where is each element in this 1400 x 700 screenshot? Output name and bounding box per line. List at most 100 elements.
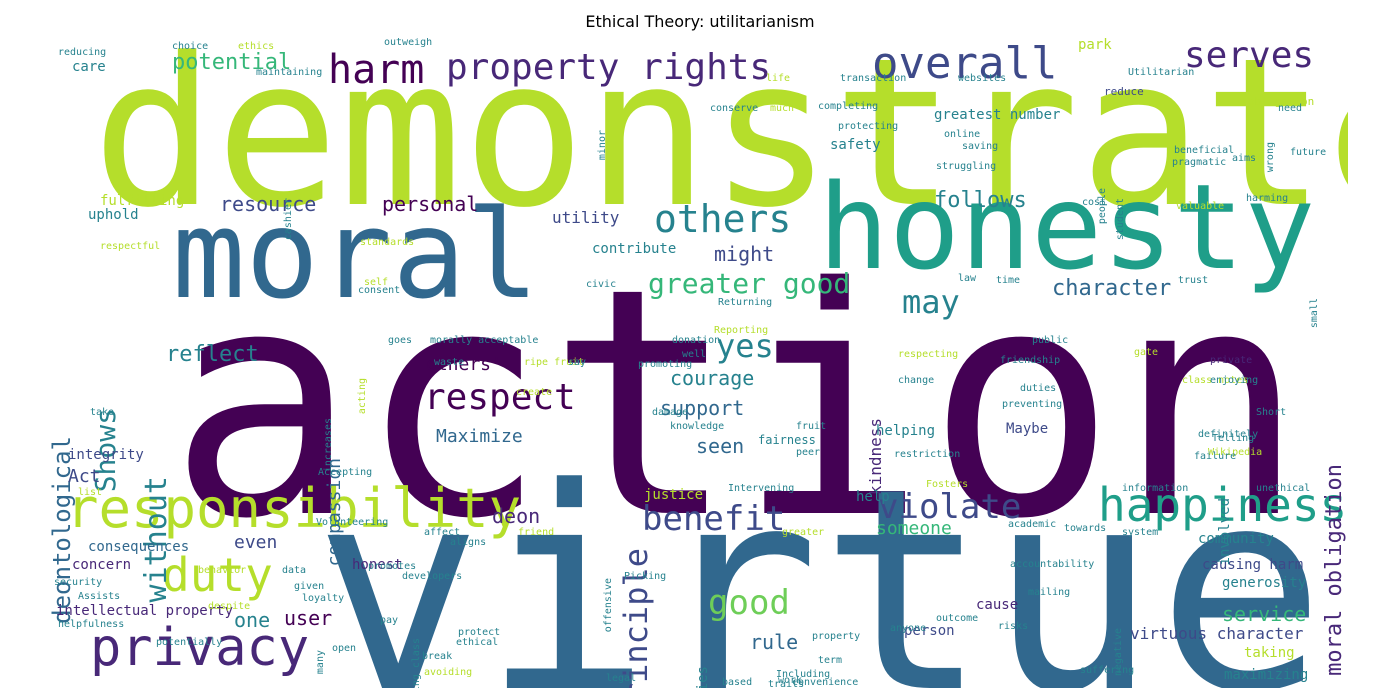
- word-courage: courage: [670, 366, 755, 390]
- word-failure: failure: [1194, 451, 1237, 462]
- word-accepting: Accepting: [318, 467, 373, 478]
- word-term: term: [818, 655, 843, 666]
- word-justice: justice: [644, 487, 704, 503]
- word-sharing-class: Sharing class: [411, 638, 422, 688]
- word-violate: violate: [878, 487, 1022, 527]
- word-acting: acting: [357, 378, 368, 415]
- word-promoting: promoting: [638, 359, 693, 370]
- word-many: many: [315, 650, 326, 675]
- word-peer: peer: [796, 447, 821, 458]
- word-self: self: [364, 277, 389, 288]
- word-civic: civic: [586, 279, 617, 290]
- word-towards: towards: [1064, 523, 1107, 534]
- word-goes: goes: [388, 335, 413, 346]
- word-completing: completing: [818, 101, 879, 112]
- word-aligns: aligns: [450, 537, 487, 548]
- word-class-notes: class notes: [1182, 375, 1249, 386]
- word-integrity: integrity: [68, 447, 144, 463]
- word-someone: someone: [876, 518, 952, 539]
- word-avoiding: avoiding: [424, 667, 473, 678]
- word-suffering: suffering: [1080, 665, 1135, 676]
- word-morally-acceptable: morally acceptable: [430, 335, 539, 346]
- word-information: information: [1122, 483, 1189, 494]
- word-maximizing: maximizing: [1224, 667, 1309, 683]
- word-reduce: reduce: [1104, 85, 1144, 98]
- word-reducing: reducing: [58, 47, 107, 58]
- word-may: may: [902, 283, 960, 321]
- word-deontological: deontological: [48, 436, 76, 624]
- word-enjoying: enjoying: [1210, 375, 1259, 386]
- word-harming: harming: [1246, 193, 1289, 204]
- word-take: take: [90, 407, 115, 418]
- word-consequences: consequences: [88, 539, 190, 555]
- word-short: Short: [1256, 407, 1287, 418]
- word-cloud: action demonstrate virtue honesty moral respo…: [48, 38, 1348, 688]
- word-yes: yes: [716, 327, 774, 365]
- word-others: others: [654, 197, 792, 241]
- word-obligation: obligation: [1248, 95, 1315, 108]
- word-outweigh: outweigh: [384, 38, 433, 48]
- word-law: law: [958, 273, 977, 284]
- word-helpfulness: helpfulness: [58, 619, 125, 630]
- word-small: small: [1309, 298, 1320, 329]
- word-protecting: protecting: [838, 121, 899, 132]
- word-maybe: Maybe: [1006, 421, 1049, 437]
- word-potential: potential: [172, 50, 292, 75]
- word-affect: affect: [424, 527, 461, 538]
- word-fosters: Fosters: [926, 479, 969, 490]
- word-others: others': [426, 354, 502, 375]
- word-private: private: [1210, 355, 1253, 366]
- word-waste: waste: [434, 357, 465, 368]
- word-service: service: [1222, 602, 1307, 626]
- word-moral: moral: [172, 184, 540, 326]
- word-risks: risks: [998, 621, 1029, 632]
- word-rule: rule: [750, 630, 799, 654]
- word-help: help: [856, 489, 890, 505]
- word-much: much: [770, 103, 795, 114]
- word-telling: Telling: [1212, 433, 1255, 444]
- word-protect: protect: [458, 627, 501, 638]
- word-saving: saving: [962, 141, 999, 152]
- word-person: person: [904, 623, 955, 639]
- word-struggling: struggling: [936, 161, 997, 172]
- word-preventing: preventing: [1002, 399, 1063, 410]
- word-based: based: [722, 677, 753, 688]
- word-generosity: generosity: [1222, 575, 1307, 591]
- word-traits: traits: [768, 679, 805, 689]
- word-intervening: Intervening: [728, 483, 795, 494]
- word-serves: serves: [1184, 38, 1315, 76]
- word-returning: Returning: [718, 297, 773, 308]
- word-deon: deon: [492, 504, 541, 528]
- word-park: park: [1078, 38, 1112, 53]
- word-student: student: [1115, 198, 1126, 241]
- word-security: security: [54, 577, 103, 588]
- word-convenience: convenience: [792, 677, 859, 688]
- word-utilitarian: Utilitarian: [1128, 67, 1195, 78]
- word-duties: duties: [1020, 383, 1057, 394]
- word-act: Act: [68, 466, 101, 487]
- word-intellectual-property: intellectual property: [56, 603, 234, 619]
- word-donation: donation: [672, 335, 721, 346]
- word-assists: Assists: [78, 591, 121, 602]
- word-virtuous-character: virtuous character: [1130, 624, 1304, 643]
- word-respectful: respectful: [100, 241, 161, 252]
- word-open: open: [332, 643, 357, 654]
- word-developers: developers: [402, 571, 463, 582]
- word-follows: follows: [934, 188, 1027, 213]
- word-cause: cause: [976, 597, 1019, 613]
- word-reflect: reflect: [166, 342, 259, 367]
- word-change: change: [898, 375, 935, 386]
- word-list: list: [78, 487, 103, 498]
- word-user: user: [284, 606, 333, 630]
- word-beneficial: beneficial: [1174, 145, 1235, 156]
- word-aims: aims: [1232, 153, 1257, 164]
- word-accountability: accountability: [1010, 559, 1095, 570]
- word-behavior: behavior: [198, 565, 247, 576]
- word-break: break: [422, 651, 453, 662]
- word-time: time: [996, 275, 1021, 286]
- word-increases: increases: [323, 418, 334, 473]
- word-work: work: [778, 675, 803, 686]
- word-wrong: wrong: [1265, 142, 1276, 173]
- word-fruit: fruit: [796, 421, 827, 432]
- word-benefit: benefit: [642, 499, 786, 539]
